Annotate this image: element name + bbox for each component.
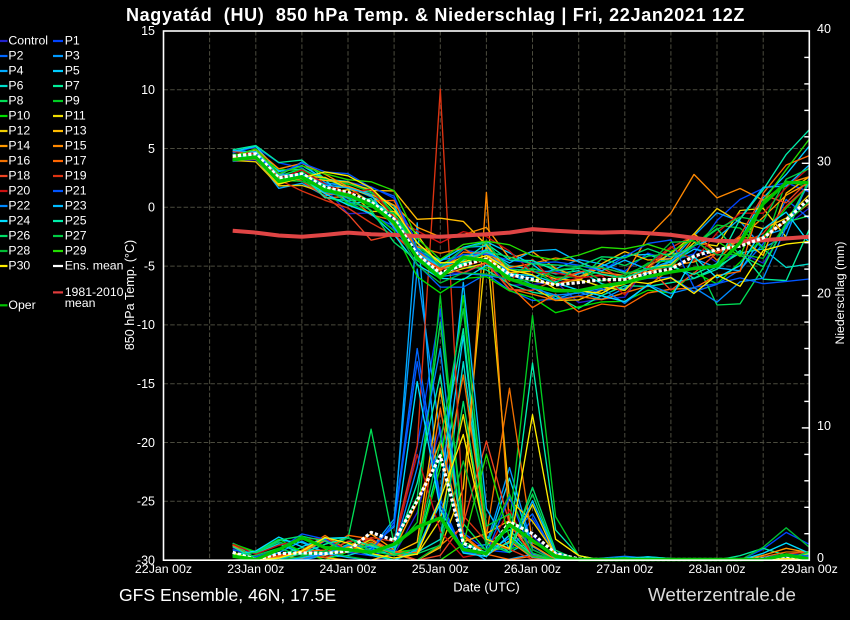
svg-text:40: 40 xyxy=(817,22,831,36)
svg-text:20: 20 xyxy=(817,287,831,301)
svg-text:Date (UTC): Date (UTC) xyxy=(453,580,519,595)
svg-text:24Jan 00z: 24Jan 00z xyxy=(319,562,376,576)
svg-text:P17: P17 xyxy=(65,153,87,167)
svg-text:mean: mean xyxy=(65,296,96,310)
svg-text:30: 30 xyxy=(817,154,831,168)
svg-text:P9: P9 xyxy=(65,93,80,107)
svg-text:10: 10 xyxy=(817,419,831,433)
svg-text:Oper: Oper xyxy=(8,298,35,312)
svg-text:P28: P28 xyxy=(8,243,30,257)
svg-text:P10: P10 xyxy=(8,108,30,122)
svg-text:P5: P5 xyxy=(65,63,80,77)
svg-text:P16: P16 xyxy=(8,153,30,167)
svg-text:-10: -10 xyxy=(137,318,155,332)
svg-text:P15: P15 xyxy=(65,138,87,152)
svg-text:-25: -25 xyxy=(137,495,155,509)
svg-text:P27: P27 xyxy=(65,228,87,242)
svg-text:Wetterzentrale.de: Wetterzentrale.de xyxy=(648,584,796,605)
svg-text:P26: P26 xyxy=(8,228,30,242)
svg-text:P24: P24 xyxy=(8,213,30,227)
svg-text:P3: P3 xyxy=(65,48,80,62)
svg-text:0: 0 xyxy=(817,551,824,565)
svg-text:P6: P6 xyxy=(8,78,23,92)
svg-text:26Jan 00z: 26Jan 00z xyxy=(504,562,561,576)
svg-text:850 hPa Temp. (°C): 850 hPa Temp. (°C) xyxy=(123,240,137,351)
svg-text:27Jan 00z: 27Jan 00z xyxy=(596,562,653,576)
svg-text:GFS Ensemble, 46N, 17.5E: GFS Ensemble, 46N, 17.5E xyxy=(119,585,336,605)
svg-text:P29: P29 xyxy=(65,243,87,257)
svg-text:P7: P7 xyxy=(65,78,80,92)
svg-text:-5: -5 xyxy=(144,259,155,273)
svg-text:Ens. mean: Ens. mean xyxy=(65,258,124,272)
svg-text:P20: P20 xyxy=(8,183,30,197)
svg-text:1981-2010: 1981-2010 xyxy=(65,285,124,299)
svg-text:P1: P1 xyxy=(65,33,80,47)
svg-text:P2: P2 xyxy=(8,48,23,62)
svg-text:29Jan 00z: 29Jan 00z xyxy=(781,562,838,576)
svg-text:-15: -15 xyxy=(137,377,155,391)
svg-text:15: 15 xyxy=(141,24,155,38)
svg-text:0: 0 xyxy=(148,201,155,215)
svg-text:P13: P13 xyxy=(65,123,87,137)
svg-text:P12: P12 xyxy=(8,123,30,137)
svg-text:10: 10 xyxy=(141,83,155,97)
svg-text:P22: P22 xyxy=(8,198,30,212)
svg-text:25Jan 00z: 25Jan 00z xyxy=(412,562,469,576)
svg-text:28Jan 00z: 28Jan 00z xyxy=(688,562,745,576)
svg-text:P21: P21 xyxy=(65,183,87,197)
svg-text:Control: Control xyxy=(8,33,48,47)
svg-text:Niederschlag (mm): Niederschlag (mm) xyxy=(833,242,847,345)
svg-text:5: 5 xyxy=(148,142,155,156)
svg-text:22Jan 00z: 22Jan 00z xyxy=(135,562,192,576)
svg-text:P19: P19 xyxy=(65,168,87,182)
svg-text:P14: P14 xyxy=(8,138,30,152)
svg-text:P25: P25 xyxy=(65,213,87,227)
svg-text:P4: P4 xyxy=(8,63,23,77)
svg-text:23Jan 00z: 23Jan 00z xyxy=(227,562,284,576)
svg-text:P23: P23 xyxy=(65,198,87,212)
svg-text:P11: P11 xyxy=(65,108,86,122)
svg-text:P30: P30 xyxy=(8,258,30,272)
svg-text:-20: -20 xyxy=(137,436,155,450)
svg-text:P8: P8 xyxy=(8,93,23,107)
svg-text:-30: -30 xyxy=(137,553,155,567)
svg-text:P18: P18 xyxy=(8,168,30,182)
svg-text:Nagyatád (HU) 850 hPa Temp.: Nagyatád (HU) 850 hPa Temp. & Niederschl… xyxy=(126,5,745,25)
